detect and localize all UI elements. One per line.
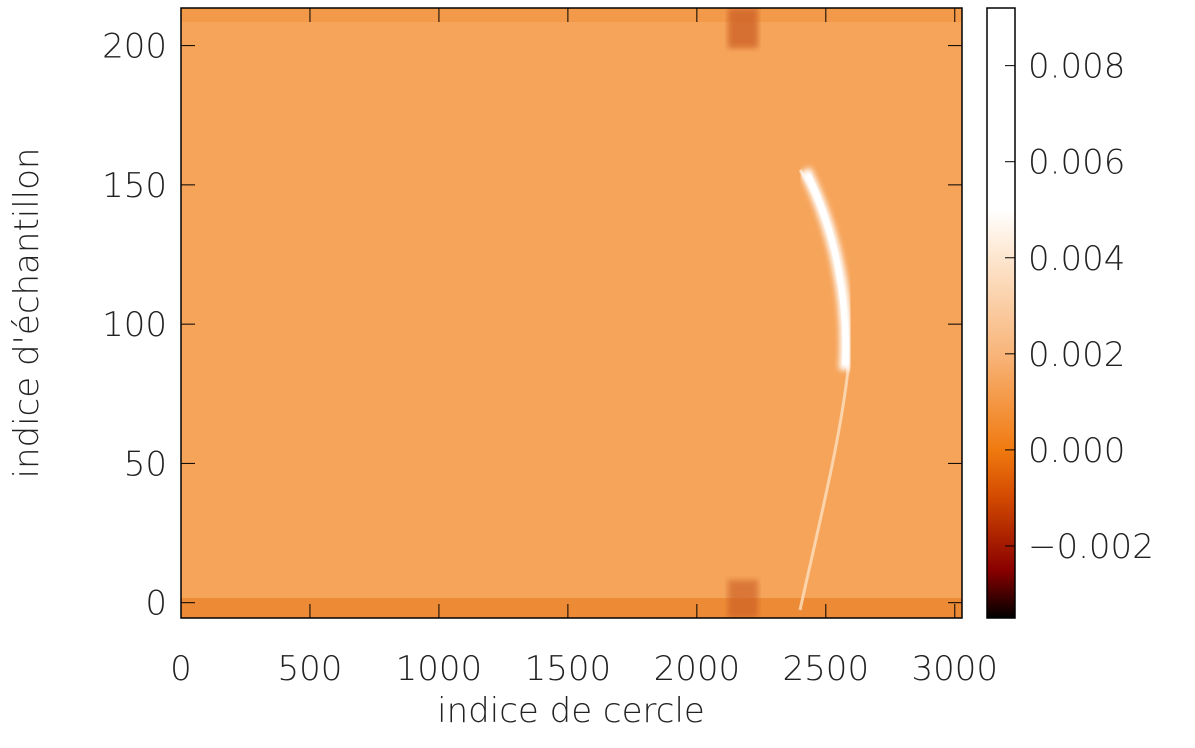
x-tick-label: 1000	[396, 649, 483, 689]
colorbar-tick-label: 0.008	[1028, 47, 1125, 87]
y-tick-label: 150	[102, 166, 167, 206]
heatmap-field	[181, 8, 962, 618]
y-tick-label: 0	[145, 584, 167, 624]
plot-frame	[180, 7, 963, 619]
x-tick-label: 0	[170, 649, 192, 689]
colorbar-tick-label: 0.002	[1028, 335, 1125, 375]
x-axis-title: indice de cercle	[437, 691, 705, 731]
y-axis-title: indice d'échantillon	[7, 148, 47, 479]
x-tick-label: 3000	[912, 649, 999, 689]
colorbar-tick-label: −0.002	[1028, 527, 1154, 567]
x-tick-label: 1500	[525, 649, 612, 689]
y-tick-label: 50	[124, 444, 167, 484]
x-tick-label: 500	[278, 649, 343, 689]
x-tick-label: 2000	[654, 649, 741, 689]
colorbar-tick-label: 0.004	[1028, 239, 1125, 279]
colorbar-tick-label: 0.006	[1028, 143, 1125, 183]
x-tick-label: 2500	[783, 649, 870, 689]
y-tick-label: 100	[102, 305, 167, 345]
colorbar-tick-label: 0.000	[1028, 431, 1125, 471]
colorbar	[986, 7, 1016, 619]
y-tick-label: 200	[102, 27, 167, 67]
